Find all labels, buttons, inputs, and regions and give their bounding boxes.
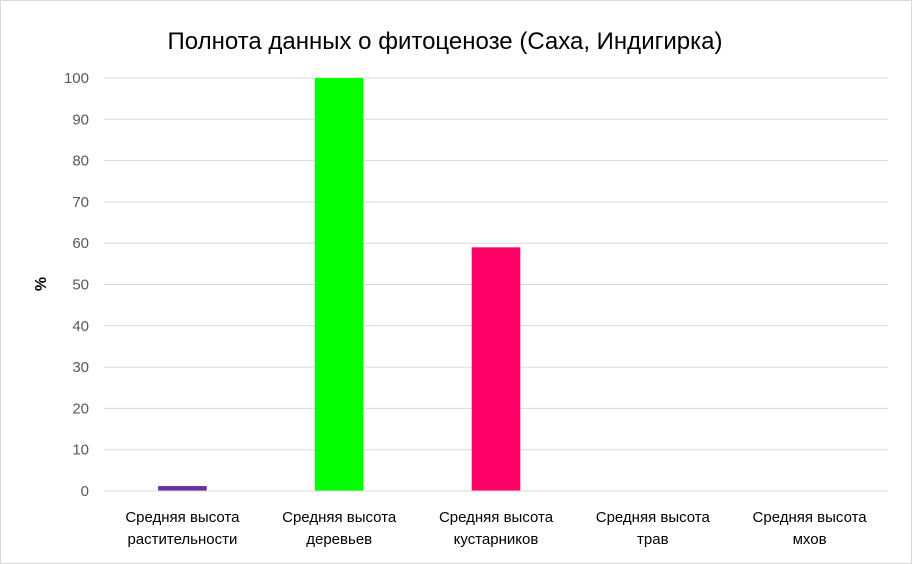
x-category-label: кустарников <box>454 531 539 548</box>
y-tick-label: 50 <box>72 277 89 294</box>
y-tick-label: 20 <box>72 400 89 417</box>
bar <box>314 78 364 491</box>
x-category-label: Средняя высота <box>439 509 554 526</box>
x-category-label: Средняя высота <box>282 509 397 526</box>
x-category-label: растительности <box>127 531 237 548</box>
x-category-label: Средняя высота <box>596 509 711 526</box>
y-tick-label: 40 <box>72 318 89 335</box>
bars <box>158 78 521 491</box>
y-tick-label: 60 <box>72 235 89 252</box>
chart-title: Полнота данных о фитоценозе (Саха, Индиг… <box>167 28 723 55</box>
x-category-label: Средняя высота <box>125 509 240 526</box>
x-category-label: Средняя высота <box>753 509 868 526</box>
y-tick-label: 30 <box>72 359 89 376</box>
y-tick-label: 70 <box>72 194 89 211</box>
y-tick-label: 90 <box>72 111 89 128</box>
y-tick-label: 10 <box>72 442 89 459</box>
y-tick-label: 0 <box>81 483 89 500</box>
x-category-label: трав <box>637 531 669 548</box>
x-category-label: мхов <box>793 531 827 548</box>
y-tick-label: 80 <box>72 153 89 170</box>
bar <box>471 247 521 491</box>
y-tick-label: 100 <box>64 70 89 87</box>
bar <box>158 486 207 491</box>
y-tick-labels: 0 10 20 30 40 50 60 70 80 90 100 <box>64 70 89 500</box>
x-category-labels: Средняя высота растительности Средняя высо… <box>125 509 867 548</box>
x-category-label: деревьев <box>306 531 372 548</box>
y-axis-label: % <box>33 277 50 291</box>
